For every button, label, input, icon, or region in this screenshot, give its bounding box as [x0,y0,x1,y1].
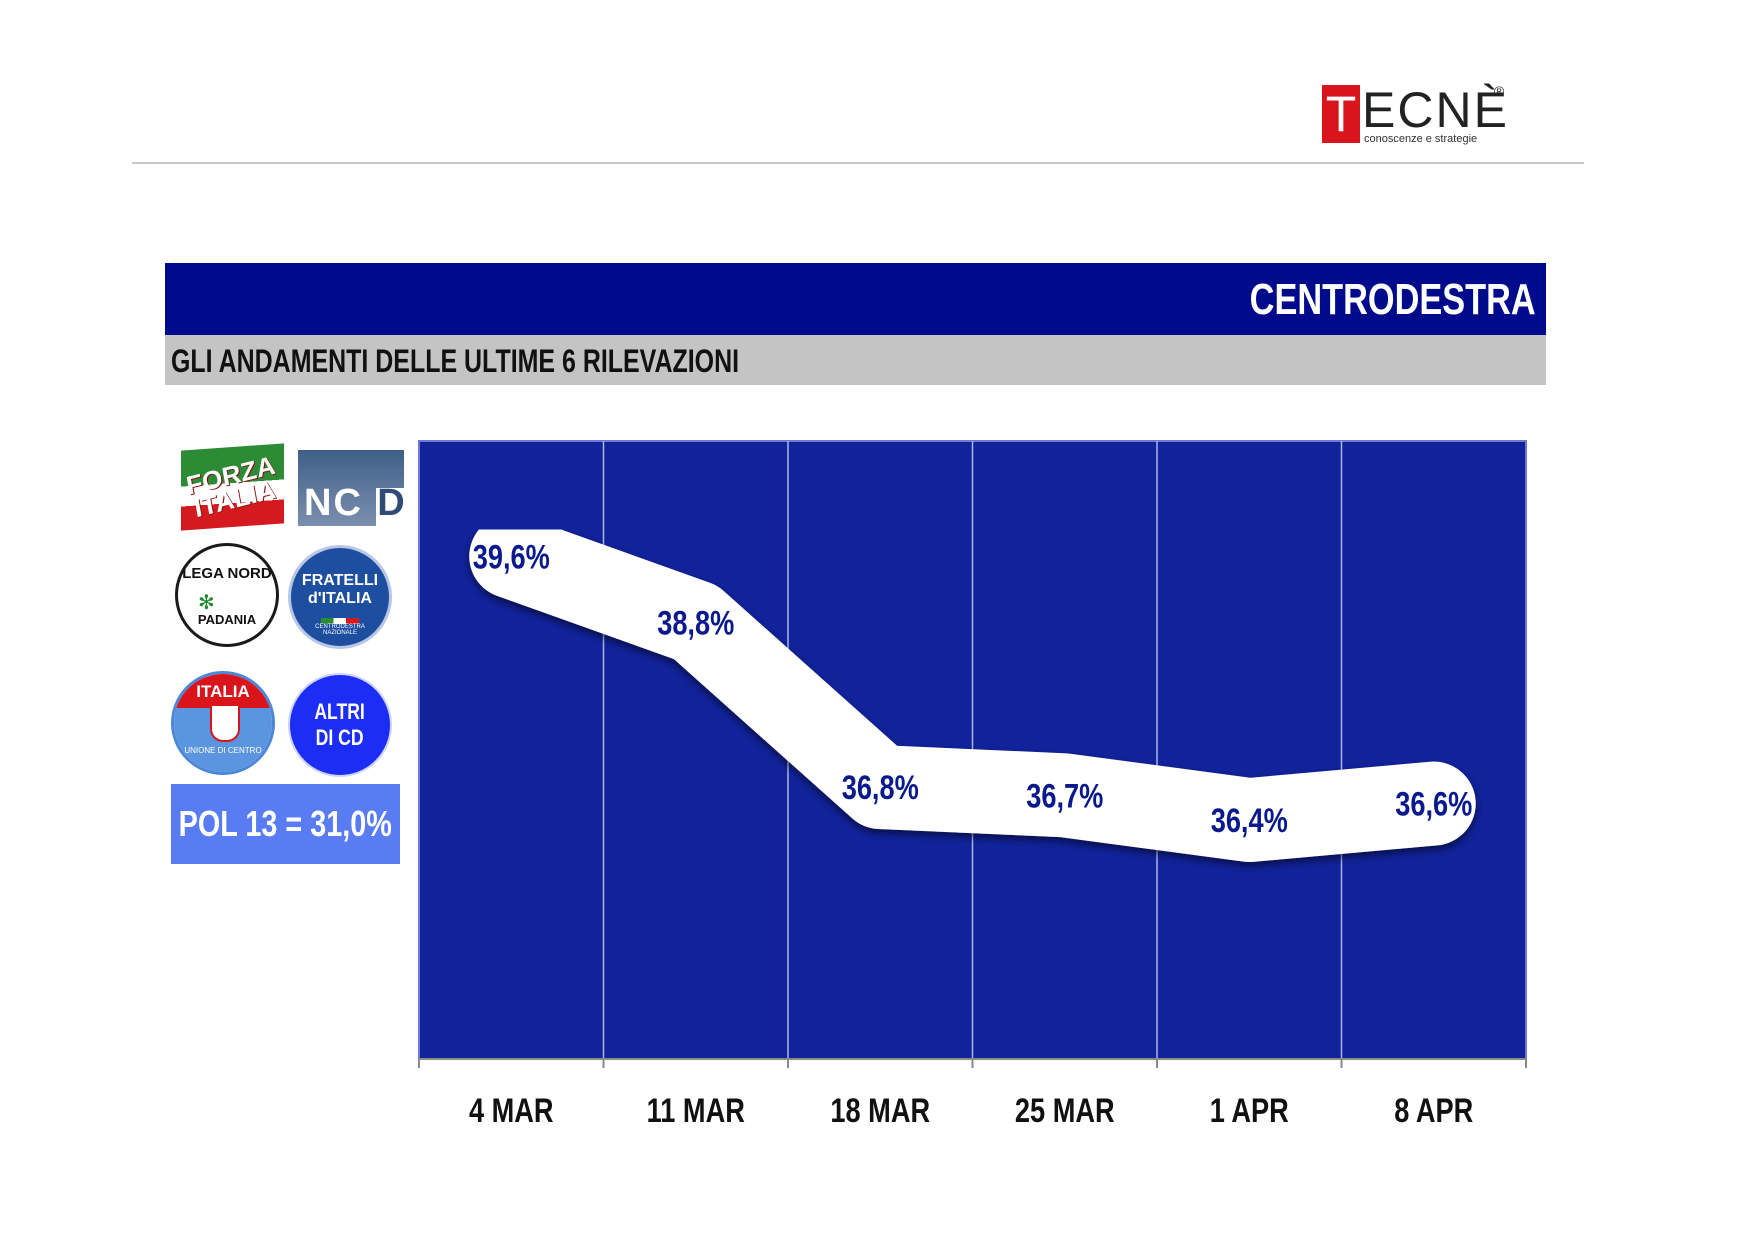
subtitle-banner: GLI ANDAMENTI DELLE ULTIME 6 RILEVAZIONI [165,335,1546,385]
lega-nord-logo: LEGA NORD ✻ PADANIA [175,543,279,647]
altri-di-cd-logo: ALTRI DI CD [288,673,392,777]
data-label: 36,7% [1026,776,1103,815]
data-label: 36,6% [1395,785,1472,824]
series-line [469,514,1476,863]
logo-wordmark: ECNÈ [1362,82,1509,138]
logo-letter: T [1322,85,1360,143]
udc-top-text: ITALIA [196,682,250,701]
udc-top-band [174,674,272,708]
data-label: 36,8% [842,768,919,807]
x-tick-label: 4 MAR [469,1091,554,1130]
tecne-logo: T ECNÈ ® conoscenze e strategie [1322,82,1522,149]
udc-bottom-text: UNIONE DI CENTRO [184,746,262,755]
x-tick-label: 1 APR [1210,1091,1289,1130]
lega-bottom-text: PADANIA [197,612,257,627]
altri-text: ALTRI DI CD [314,699,366,750]
data-point [1246,817,1253,824]
data-label: 39,6% [473,537,550,576]
data-label: 38,8% [657,603,734,642]
data-labels: 39,6% 38,8% 36,8% 36,7% 36,4% 36,6% [473,537,1473,839]
ncd-text: NC [304,482,363,524]
udc-logo: ITALIA UNIONE DI CENTRO [171,671,275,775]
ncd-d-box: D [376,482,406,526]
title-banner: CENTRODESTRA [165,263,1546,335]
logo-tagline: conoscenze e strategie [1364,133,1478,145]
x-tick-label: 11 MAR [647,1091,745,1130]
chart-title: CENTRODESTRA [1249,275,1536,324]
fdi-bottom-text: CENTRODESTRA NAZIONALE [315,624,365,636]
sun-alpi-icon: ✻ [198,592,215,614]
data-point [1061,792,1068,799]
x-tick-label: 18 MAR [830,1091,930,1130]
x-tick-labels: 4 MAR 11 MAR 18 MAR 25 MAR 1 APR 8 APR [469,1091,1473,1130]
registered-icon: ® [1494,83,1505,99]
lega-top-text: LEGA NORD [182,565,272,582]
x-ticks [418,1059,1527,1068]
data-point [877,784,884,791]
data-label: 36,4% [1211,801,1288,840]
fdi-text: FRATELLI d'ITALIA [301,572,379,607]
data-point [508,553,515,560]
ncd-logo: NC D [298,450,406,526]
fratelli-italia-logo: FRATELLI d'ITALIA CENTRODESTRA NAZIONALE [288,545,392,649]
data-points [508,553,1437,824]
ncd-d-text: D [377,482,405,524]
shield-icon [210,704,240,742]
header-divider [132,162,1584,164]
pol13-text: POL 13 = 31,0% [178,803,393,844]
pol13-box: POL 13 = 31,0% [171,784,400,864]
chart-subtitle: GLI ANDAMENTI DELLE ULTIME 6 RILEVAZIONI [171,343,740,379]
x-tick-label: 8 APR [1394,1091,1473,1130]
tricolore-flame-icon [321,618,359,624]
data-point [692,619,699,626]
data-point [1430,800,1437,807]
x-tick-label: 25 MAR [1015,1091,1115,1130]
